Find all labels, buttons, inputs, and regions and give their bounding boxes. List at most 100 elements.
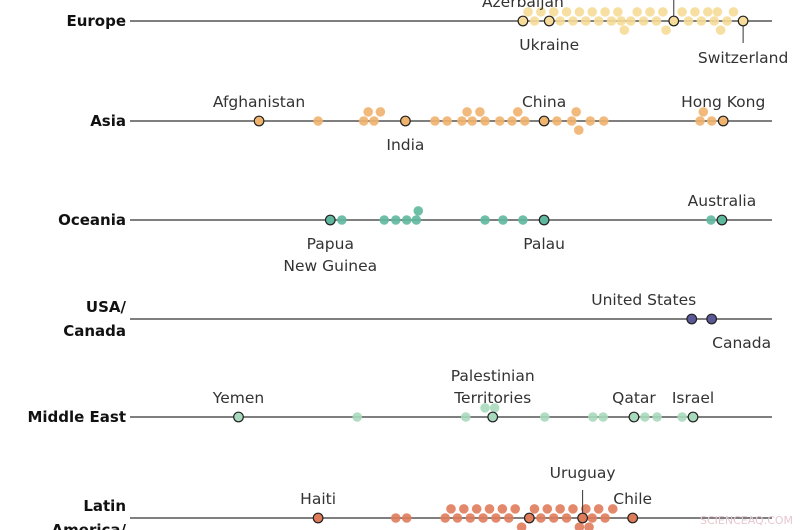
country-label: India [386,136,424,154]
labeled-point [686,313,698,325]
data-point [465,513,476,523]
data-point [413,206,424,216]
country-label: Palau [523,235,565,253]
country-label: Palestinian [451,367,535,385]
country-label: United States [591,291,696,309]
data-point [313,116,323,126]
data-point [491,513,501,523]
labeled-point [716,214,728,226]
data-point [480,116,490,126]
labeled-point [577,512,589,524]
data-point [452,513,463,523]
data-point [703,7,713,17]
data-point [561,7,572,17]
data-point [369,116,379,126]
labeled-point [737,15,749,27]
data-point [598,116,609,126]
data-point [706,215,716,225]
data-point [698,107,709,117]
labeled-point [517,15,529,27]
data-point [593,16,604,26]
data-point [460,412,471,422]
data-point [497,504,508,514]
data-point [613,7,623,17]
data-point [489,403,500,413]
data-point [480,403,490,413]
data-point [728,7,739,17]
data-point [379,215,390,225]
data-point [510,504,520,514]
data-point [607,504,618,514]
country-label: Papua [307,235,354,253]
labeled-point [538,214,550,226]
row-latin-america-: Latin America/Haiti Uruguay Chile [52,464,772,530]
data-point [471,504,482,514]
data-point [709,16,720,26]
row-europe: Europe Azerbaijan Ukraine Switzerland [66,0,788,67]
data-point [352,412,363,422]
labeled-point [687,411,699,423]
data-point [390,215,401,225]
data-point [695,116,705,126]
data-point [401,215,412,225]
labeled-point [543,15,555,27]
data-point [690,7,700,17]
data-point [536,513,546,523]
region-label: Europe [66,12,126,30]
labeled-point [487,411,499,423]
country-label: New Guinea [283,257,377,275]
labeled-point [717,115,729,127]
data-point [512,107,523,117]
row-oceania: Oceania Papua New Guinea Palau Australia [58,192,772,275]
data-point [520,116,530,126]
data-point [478,513,488,523]
data-point [640,412,650,422]
region-label: Asia [90,112,126,130]
data-point [706,116,717,126]
data-point [600,7,610,17]
data-point [484,504,495,514]
data-point [581,16,591,26]
labeled-point [400,115,411,127]
data-point [571,107,581,117]
data-point [498,215,508,225]
data-point [645,7,655,17]
data-point [696,16,707,26]
data-point [457,116,467,126]
country-label: Afghanistan [213,93,305,111]
country-label: Chile [613,490,652,508]
data-point [661,25,671,35]
country-label: Yemen [212,389,264,407]
data-point [616,16,626,26]
data-point [715,25,726,35]
data-point [677,7,687,17]
country-label: Uruguay [550,464,616,482]
data-point [651,16,662,26]
data-point [503,513,514,523]
country-label: Haiti [300,490,336,508]
country-label: Ukraine [519,36,579,54]
data-point [683,16,694,26]
data-point [588,412,598,422]
region-label: Canada [63,322,126,340]
data-point [548,513,559,523]
data-point [625,16,636,26]
data-point [574,7,585,17]
data-point [585,116,596,126]
labeled-point [324,214,336,226]
data-point [475,107,485,117]
data-point [462,107,472,117]
data-point [518,215,528,225]
data-point [480,215,490,225]
data-point [722,16,732,26]
data-point [459,504,469,514]
labeled-point [706,313,718,325]
country-label: Israel [672,389,714,407]
labeled-point [628,411,640,423]
data-point [658,7,668,17]
data-point [529,504,540,514]
data-point [561,513,572,523]
data-point [536,7,546,17]
data-point [573,125,584,135]
country-label: China [522,93,566,111]
